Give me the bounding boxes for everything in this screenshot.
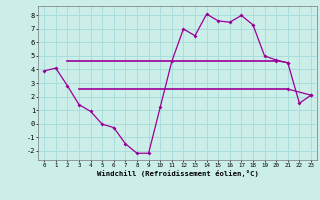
X-axis label: Windchill (Refroidissement éolien,°C): Windchill (Refroidissement éolien,°C) [97,170,259,177]
